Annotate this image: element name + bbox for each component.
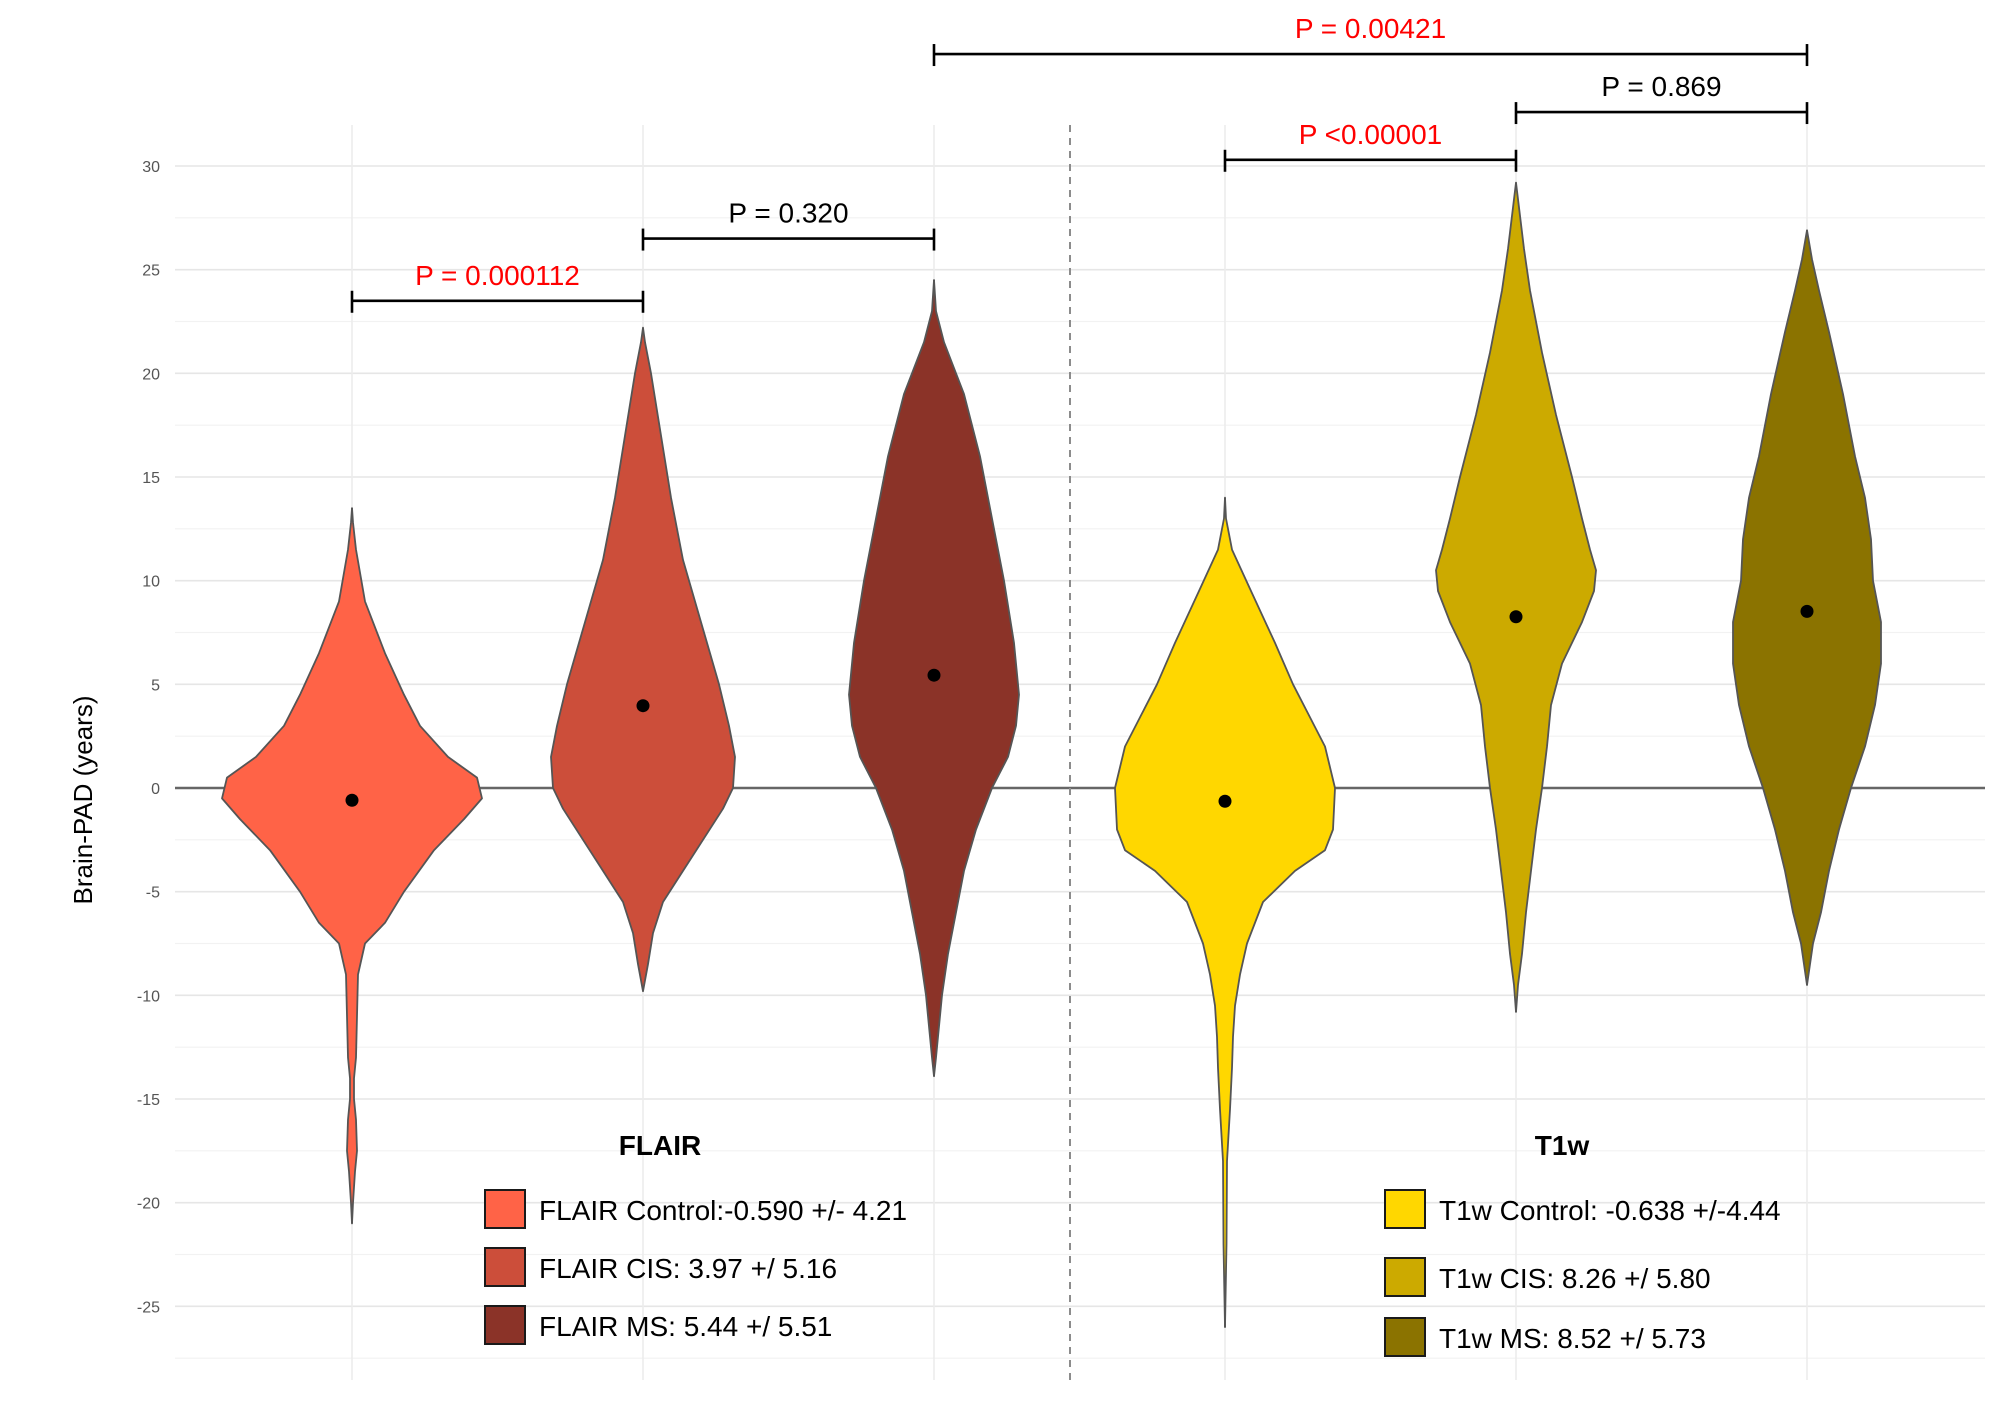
p-value-label: P = 0.000112 bbox=[415, 260, 580, 291]
p-value-bracket-5: P = 0.00421 bbox=[932, 13, 1809, 67]
p-value-bracket-1: P = 0.000112 bbox=[350, 260, 645, 313]
legend-swatch bbox=[484, 1305, 526, 1345]
violins-layer bbox=[221, 181, 1882, 1328]
violin-1 bbox=[221, 507, 483, 1225]
legend-swatch bbox=[1384, 1257, 1426, 1297]
y-tick-label: 20 bbox=[142, 366, 160, 383]
y-tick-label: -10 bbox=[137, 988, 160, 1005]
mean-point-6 bbox=[1800, 604, 1814, 618]
y-tick-label: 5 bbox=[151, 677, 160, 694]
legend-label: T1w MS: 8.52 +/ 5.73 bbox=[1439, 1323, 1706, 1354]
mean-point-3 bbox=[927, 668, 941, 682]
comparison-brackets: P = 0.000112 P = 0.320 P <0.00001 P = 0.869… bbox=[350, 13, 1809, 313]
p-value-bracket-2: P = 0.320 bbox=[641, 198, 936, 251]
mean-point-1 bbox=[345, 793, 359, 807]
legend-swatch bbox=[1384, 1189, 1426, 1229]
legend-layer: FLAIR FLAIR Control:-0.590 +/- 4.21 FLAIR … bbox=[484, 1130, 1781, 1357]
y-tick-label: 10 bbox=[142, 574, 160, 591]
y-tick-label: -5 bbox=[146, 885, 160, 902]
p-value-label: P <0.00001 bbox=[1299, 119, 1443, 150]
legend-swatch bbox=[484, 1247, 526, 1287]
violin-5 bbox=[1435, 181, 1597, 1013]
p-value-bracket-3: P <0.00001 bbox=[1223, 119, 1518, 172]
y-tick-label: 15 bbox=[142, 470, 160, 487]
mean-point-5 bbox=[1509, 610, 1523, 624]
y-tick-label: -25 bbox=[137, 1299, 160, 1316]
mean-point-4 bbox=[1218, 794, 1232, 808]
mean-point-2 bbox=[636, 699, 650, 713]
violin-2 bbox=[550, 326, 736, 993]
y-axis-label: Brain-PAD (years) bbox=[68, 695, 98, 904]
p-value-label: P = 0.320 bbox=[728, 198, 848, 229]
legend-swatch bbox=[484, 1189, 526, 1229]
legend-swatch bbox=[1384, 1317, 1426, 1357]
legend-label: T1w CIS: 8.26 +/ 5.80 bbox=[1439, 1263, 1711, 1294]
p-value-label: P = 0.00421 bbox=[1295, 13, 1446, 44]
y-tick-label: 25 bbox=[142, 263, 160, 280]
y-tick-label: 0 bbox=[151, 781, 160, 798]
legend-label: FLAIR MS: 5.44 +/ 5.51 bbox=[539, 1311, 832, 1342]
legend-label: T1w Control: -0.638 +/-4.44 bbox=[1439, 1195, 1781, 1226]
y-tick-label: -15 bbox=[137, 1092, 160, 1109]
y-tick-label: 30 bbox=[142, 159, 160, 176]
legend-title: T1w bbox=[1535, 1130, 1590, 1161]
legend-label: FLAIR Control:-0.590 +/- 4.21 bbox=[539, 1195, 907, 1226]
legend-label: FLAIR CIS: 3.97 +/ 5.16 bbox=[539, 1253, 837, 1284]
y-tick-label: -20 bbox=[137, 1196, 160, 1213]
legend-t1w: T1w T1w Control: -0.638 +/-4.44 T1w CIS: 8… bbox=[1384, 1130, 1781, 1357]
legend-title: FLAIR bbox=[619, 1130, 701, 1161]
p-value-label: P = 0.869 bbox=[1601, 71, 1721, 102]
violin-4 bbox=[1114, 496, 1336, 1328]
legend-flair: FLAIR FLAIR Control:-0.590 +/- 4.21 FLAIR … bbox=[484, 1130, 907, 1345]
p-value-bracket-4: P = 0.869 bbox=[1514, 71, 1809, 125]
